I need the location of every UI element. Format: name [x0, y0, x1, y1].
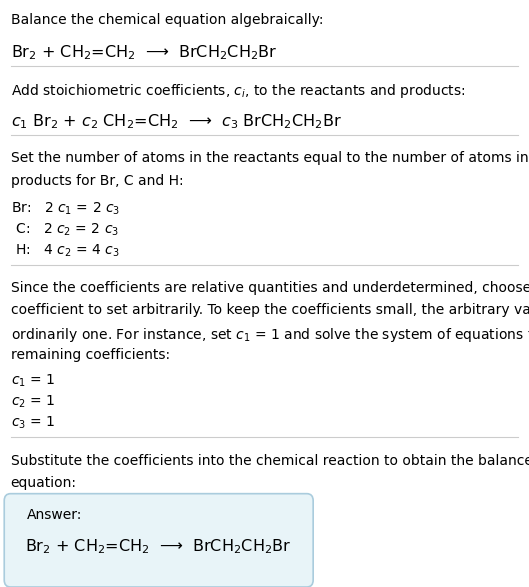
- Text: remaining coefficients:: remaining coefficients:: [11, 348, 170, 362]
- Text: Br$_2$ + CH$_2$=CH$_2$  ⟶  BrCH$_2$CH$_2$Br: Br$_2$ + CH$_2$=CH$_2$ ⟶ BrCH$_2$CH$_2$B…: [25, 537, 292, 556]
- Text: Set the number of atoms in the reactants equal to the number of atoms in the: Set the number of atoms in the reactants…: [11, 151, 529, 166]
- Text: Since the coefficients are relative quantities and underdetermined, choose a: Since the coefficients are relative quan…: [11, 281, 529, 295]
- Text: Substitute the coefficients into the chemical reaction to obtain the balanced: Substitute the coefficients into the che…: [11, 454, 529, 468]
- Text: $c_3$ = 1: $c_3$ = 1: [11, 415, 55, 431]
- Text: Br$_2$ + CH$_2$=CH$_2$  ⟶  BrCH$_2$CH$_2$Br: Br$_2$ + CH$_2$=CH$_2$ ⟶ BrCH$_2$CH$_2$B…: [11, 43, 277, 62]
- Text: Add stoichiometric coefficients, $c_i$, to the reactants and products:: Add stoichiometric coefficients, $c_i$, …: [11, 82, 465, 100]
- Text: Br:   2 $c_1$ = 2 $c_3$: Br: 2 $c_1$ = 2 $c_3$: [11, 200, 120, 217]
- Text: Balance the chemical equation algebraically:: Balance the chemical equation algebraica…: [11, 13, 323, 27]
- FancyBboxPatch shape: [4, 494, 313, 587]
- Text: $c_1$ = 1: $c_1$ = 1: [11, 373, 55, 389]
- Text: products for Br, C and H:: products for Br, C and H:: [11, 174, 183, 188]
- Text: Answer:: Answer:: [26, 508, 82, 522]
- Text: H:   4 $c_2$ = 4 $c_3$: H: 4 $c_2$ = 4 $c_3$: [11, 242, 120, 259]
- Text: $c_2$ = 1: $c_2$ = 1: [11, 394, 55, 410]
- Text: $c_1$ Br$_2$ + $c_2$ CH$_2$=CH$_2$  ⟶  $c_3$ BrCH$_2$CH$_2$Br: $c_1$ Br$_2$ + $c_2$ CH$_2$=CH$_2$ ⟶ $c_…: [11, 113, 342, 131]
- Text: ordinarily one. For instance, set $c_1$ = 1 and solve the system of equations fo: ordinarily one. For instance, set $c_1$ …: [11, 326, 529, 344]
- Text: C:   2 $c_2$ = 2 $c_3$: C: 2 $c_2$ = 2 $c_3$: [11, 221, 118, 238]
- Text: equation:: equation:: [11, 476, 77, 490]
- Text: coefficient to set arbitrarily. To keep the coefficients small, the arbitrary va: coefficient to set arbitrarily. To keep …: [11, 303, 529, 318]
